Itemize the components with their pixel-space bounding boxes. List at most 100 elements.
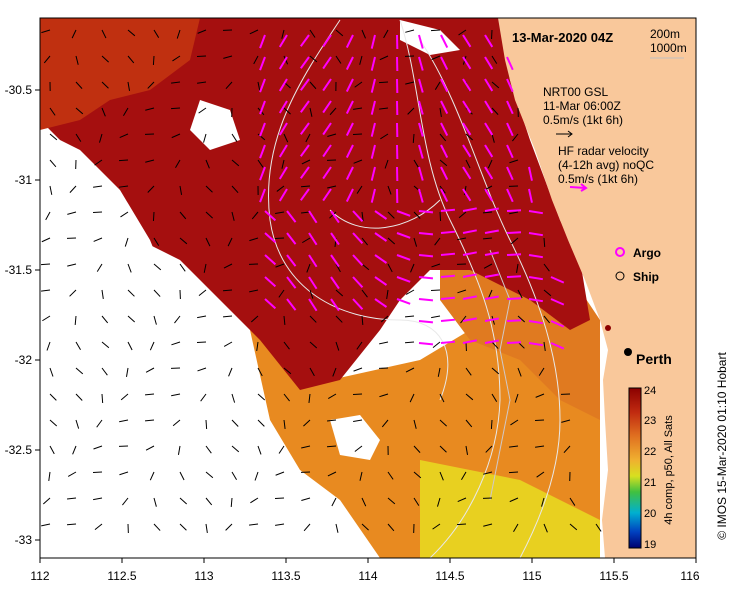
model-vector (96, 263, 103, 272)
model-vector (75, 81, 83, 89)
model-vector (205, 159, 210, 169)
model-vector (41, 523, 51, 527)
radar-vector (374, 232, 388, 242)
model-vector (335, 289, 344, 297)
radar-vector (462, 317, 477, 322)
x-tick-label: 113 (194, 569, 213, 583)
radar-vector (528, 254, 543, 259)
model-vector (491, 367, 500, 375)
model-vector (249, 289, 259, 293)
model-vector (257, 367, 263, 377)
model-vector (127, 289, 135, 297)
radar-vector (440, 56, 449, 70)
radar-vector (370, 166, 376, 181)
model-vector (177, 445, 181, 455)
radar-vector (550, 320, 565, 328)
model-vector (171, 133, 181, 139)
depth-contour-200: 200m (650, 27, 680, 41)
model-vector (200, 393, 207, 402)
model-vector (153, 497, 157, 507)
radar-vector (484, 166, 494, 180)
model-vector (49, 393, 57, 401)
model-vector (379, 341, 389, 345)
model-vector (257, 445, 262, 455)
model-vector (231, 393, 236, 403)
model-vector (379, 55, 389, 61)
model-vector (383, 29, 389, 39)
model-vector (49, 185, 53, 195)
model-vector (439, 107, 442, 117)
model-vector (283, 315, 286, 326)
radar-vector (352, 276, 364, 288)
model-vector (222, 315, 233, 318)
model-vector (563, 445, 571, 454)
radar-vector (462, 78, 472, 92)
radar-vector (330, 232, 340, 246)
model-vector (222, 289, 233, 292)
radar-vector (396, 254, 411, 261)
y-tick-label: -31 (15, 173, 33, 187)
model-vector (93, 497, 103, 501)
model-vector (278, 445, 285, 454)
model-vector (274, 497, 285, 500)
colorbar: 24 23 22 21 20 19 4h comp, p50, All Sats (628, 385, 675, 551)
model-vector (42, 497, 51, 505)
model-vector (305, 133, 311, 143)
model-vector (482, 237, 493, 240)
model-vector (205, 497, 213, 506)
model-vector (432, 523, 441, 530)
model-vector (205, 185, 213, 193)
model-vector (361, 523, 369, 531)
model-vector (123, 107, 129, 117)
model-legend-name: NRT00 GSL (543, 85, 608, 99)
model-vector (75, 107, 84, 115)
model-vector (543, 315, 551, 324)
model-vector (491, 133, 495, 143)
model-vector (413, 237, 418, 247)
model-vector (361, 29, 366, 39)
radar-vector (440, 166, 449, 180)
model-vector (309, 315, 317, 323)
model-vector (93, 185, 103, 188)
model-vector (75, 393, 83, 401)
model-vector (94, 523, 103, 530)
model-vector (335, 55, 342, 64)
model-vector (153, 29, 160, 38)
radar-vector (418, 144, 424, 159)
model-vector (378, 81, 389, 84)
model-vector (465, 419, 473, 428)
model-vector (231, 133, 238, 142)
model-vector (231, 445, 240, 453)
radar-vector (299, 144, 310, 157)
model-vector (99, 133, 103, 143)
radar-legend-name: HF radar velocity (558, 144, 649, 158)
model-vector (387, 185, 392, 195)
model-vector (461, 471, 467, 481)
radar-vector (462, 273, 477, 278)
radar-vector (370, 144, 376, 159)
radar-vector (374, 254, 388, 264)
model-vector (75, 55, 79, 65)
model-vector (538, 367, 545, 376)
model-vector (171, 393, 181, 397)
radar-vector (330, 210, 340, 224)
radar-vector (418, 100, 424, 115)
model-vector (303, 419, 311, 427)
x-tick-label: 114.5 (435, 569, 464, 583)
radar-vector (484, 317, 499, 322)
argo-label: Argo (633, 246, 661, 260)
radar-vector (440, 230, 456, 234)
model-vector (405, 367, 415, 373)
model-vector (256, 341, 259, 351)
model-vector (510, 237, 519, 245)
model-vector (179, 237, 188, 245)
model-vector (359, 471, 363, 481)
radar-vector (506, 166, 514, 181)
model-vector (75, 367, 84, 375)
city-label: Perth (636, 351, 672, 367)
radar-vector (506, 122, 514, 137)
model-vector (153, 263, 162, 271)
model-vector (75, 133, 82, 142)
model-vector (356, 185, 363, 194)
radar-vector (286, 298, 297, 311)
